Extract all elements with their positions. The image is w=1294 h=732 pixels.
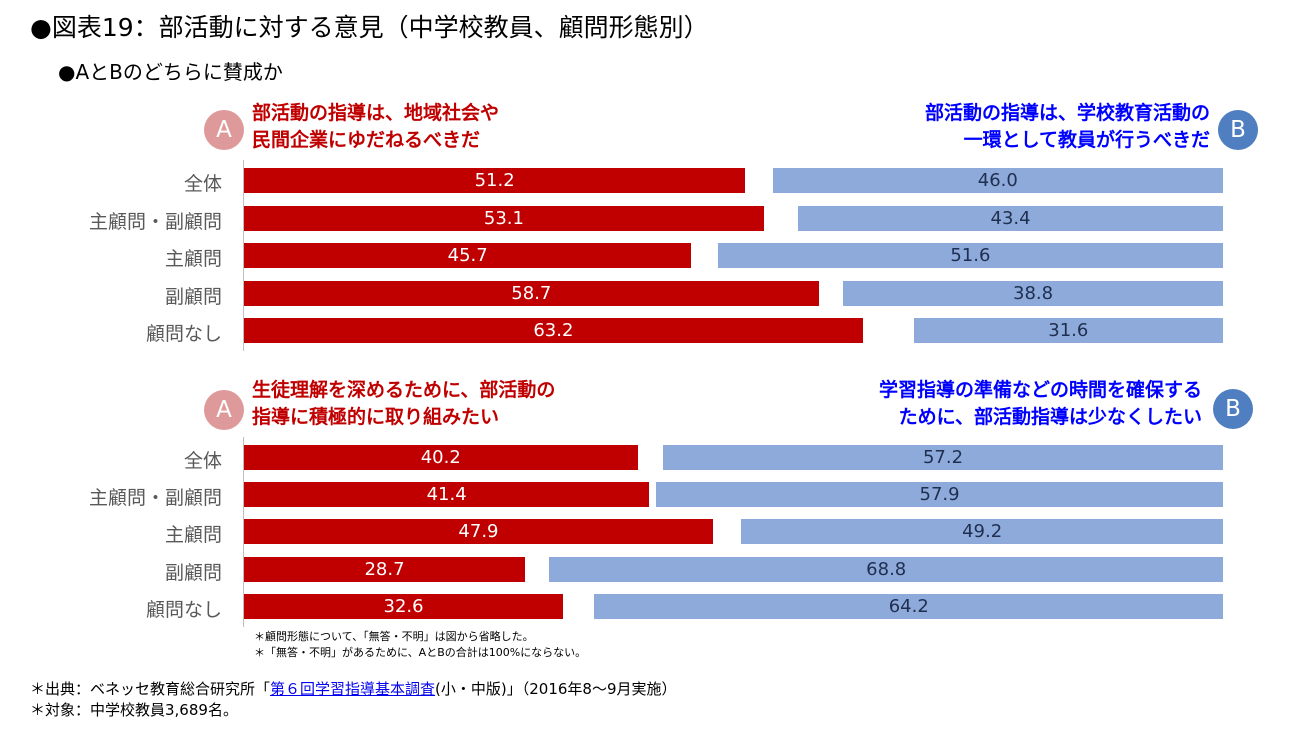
statement-b-1: 部活動の指導は、学校教育活動の 一環として教員が行うべきだ (925, 100, 1210, 154)
statement-b-2: 学習指導の準備などの時間を確保する ために、部活動指導は少なくしたい (879, 377, 1202, 431)
statement-b-1-line-1: 部活動の指導は、学校教育活動の (924, 102, 1210, 124)
note-2: ＊「無答・不明」があるために、AとBの合計は100%にならない。 (254, 646, 587, 659)
statement-a-1-line-1: 部活動の指導は、地域社会や (252, 102, 500, 124)
statement-b-2-line-1: 学習指導の準備などの時間を確保する (878, 379, 1202, 401)
statement-b-2-line-2: ために、部活動指導は少なくしたい (898, 406, 1202, 428)
statement-a-1: 部活動の指導は、地域社会や 民間企業にゆだねるべきだ (252, 100, 499, 154)
circle-a-icon: A (204, 110, 244, 150)
bar-b (798, 206, 1223, 231)
bar-a (244, 206, 764, 231)
circle-b-icon: B (1218, 110, 1258, 150)
bar-a (244, 243, 692, 268)
source-line: ＊出典：ベネッセ教育総合研究所「第６回学習指導基本調査(小・中版)」（2016年… (30, 678, 677, 699)
bar-a-value-label: 47.9 (458, 521, 499, 542)
category-label: 全体 (183, 173, 222, 195)
bar-a (244, 594, 564, 619)
bar-a-value-label: 45.7 (447, 245, 488, 266)
bar-a (244, 445, 638, 470)
bar-b-value-label: 38.8 (1013, 283, 1054, 304)
bar-b-value-label: 64.2 (888, 596, 929, 617)
bar-b (913, 318, 1223, 343)
statement-a-1-line-2: 民間企業にゆだねるべきだ (252, 129, 481, 151)
figure-title: ●図表19：部活動に対する意見（中学校教員、顧問形態別） (30, 13, 709, 42)
category-label: 主顧問 (164, 524, 222, 546)
bar-a-value-label: 58.7 (511, 283, 552, 304)
bar-a-value-label: 32.6 (383, 596, 424, 617)
category-label: 副顧問 (164, 286, 222, 308)
bar-b-value-label: 57.2 (922, 447, 964, 468)
category-label: 主顧問・副顧問 (88, 211, 222, 233)
statement-b-1-line-2: 一環として教員が行うべきだ (963, 129, 1210, 151)
bar-b-value-label: 43.4 (990, 208, 1031, 229)
bar-b (549, 557, 1223, 582)
bar-a-value-label: 63.2 (533, 320, 574, 341)
bar-a (244, 168, 746, 193)
bar-a (244, 482, 650, 507)
bar-b-value-label: 46.0 (977, 170, 1018, 191)
bar-a-value-label: 41.4 (426, 484, 467, 505)
category-label: 顧問なし (145, 323, 222, 345)
bar-b (843, 281, 1223, 306)
bar-b (594, 594, 1223, 619)
bar-a-value-label: 53.1 (483, 208, 524, 229)
bar-b-value-label: 51.6 (950, 245, 991, 266)
bar-a (244, 281, 819, 306)
statement-a-2-line-2: 指導に積極的に取り組みたい (252, 406, 500, 428)
bar-b-value-label: 57.9 (919, 484, 960, 505)
source-prefix: ＊出典：ベネッセ教育総合研究所「 (30, 680, 271, 698)
statement-a-2-line-1: 生徒理解を深めるために、部活動の (252, 379, 556, 401)
chart-2-axis-line (243, 437, 244, 627)
bar-b (656, 482, 1223, 507)
bar-b-value-label: 68.8 (866, 559, 907, 580)
bar-b (741, 519, 1223, 544)
figure-subtitle: ●AとBのどちらに賛成か (58, 60, 283, 84)
target-line: ＊対象：中学校教員3,689名。 (30, 701, 238, 719)
bar-b (663, 445, 1223, 470)
category-label: 顧問なし (145, 599, 222, 621)
source-link[interactable]: 第６回学習指導基本調査 (270, 680, 436, 698)
bar-a (244, 557, 525, 582)
category-label: 主顧問 (164, 248, 222, 270)
bar-a (244, 519, 713, 544)
circle-a-icon: A (204, 390, 244, 430)
bar-a-value-label: 51.2 (474, 170, 515, 191)
statement-a-2: 生徒理解を深めるために、部活動の 指導に積極的に取り組みたい (252, 377, 555, 431)
circle-b-icon: B (1213, 389, 1253, 429)
bar-b (717, 243, 1223, 268)
bar-b (772, 168, 1223, 193)
bar-a-value-label: 28.7 (364, 559, 405, 580)
category-label: 全体 (183, 450, 222, 472)
category-label: 主顧問・副顧問 (88, 487, 222, 509)
bar-a-value-label: 40.2 (420, 447, 461, 468)
source-suffix: (小・中版)」（2016年8～9月実施） (435, 680, 677, 698)
chart-1-axis-line (243, 160, 244, 351)
bar-a (244, 318, 863, 343)
category-label: 副顧問 (164, 562, 222, 584)
bar-b-value-label: 49.2 (962, 521, 1003, 542)
note-1: ＊顧問形態について、「無答・不明」は図から省略した。 (254, 630, 534, 643)
bar-b-value-label: 31.6 (1048, 320, 1089, 341)
